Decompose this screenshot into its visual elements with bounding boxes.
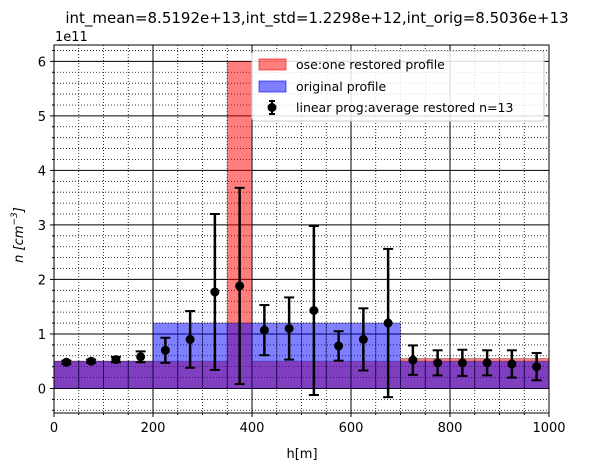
bars-original-bar bbox=[127, 360, 154, 389]
errorbar-point bbox=[235, 281, 245, 291]
errorbar-point bbox=[86, 356, 96, 366]
errorbar-point bbox=[457, 358, 467, 368]
x-tick-label: 800 bbox=[438, 421, 463, 436]
y-axis-label-suffix: ] bbox=[12, 207, 27, 213]
legend-entry-original: original profile bbox=[296, 79, 386, 94]
average-restored-errorbars bbox=[61, 186, 542, 399]
axis-tick-labels: 0 200 400 600 800 1000 0 1 2 3 4 5 6 bbox=[38, 55, 566, 436]
y-axis-label-exponent: −3 bbox=[10, 212, 20, 226]
y-axis-label: n [cm−3] bbox=[10, 207, 27, 263]
x-tick-label: 400 bbox=[240, 421, 265, 436]
legend-box bbox=[251, 50, 545, 122]
legend-entry-restored: ose:one restored profile bbox=[296, 57, 445, 72]
errorbar-point bbox=[358, 334, 368, 344]
errorbar-point bbox=[408, 355, 418, 365]
x-tick-label: 600 bbox=[339, 421, 364, 436]
errorbar-point bbox=[507, 359, 517, 369]
y-tick-label: 6 bbox=[38, 55, 46, 70]
y-tick-label: 2 bbox=[38, 273, 46, 288]
legend-swatch-errorbar bbox=[267, 100, 277, 115]
errorbar-point bbox=[160, 345, 170, 355]
y-offset-label: 1e11 bbox=[55, 30, 88, 45]
errorbar-point bbox=[334, 341, 344, 351]
x-tick-label: 0 bbox=[50, 421, 58, 436]
bars-original-bar bbox=[103, 360, 129, 389]
legend: ose:one restored profile original profil… bbox=[251, 50, 545, 122]
errorbar-point bbox=[482, 358, 492, 368]
errorbar-point bbox=[61, 357, 71, 367]
errorbar-point bbox=[532, 362, 542, 372]
y-tick-label: 1 bbox=[38, 328, 46, 343]
errorbar-point bbox=[136, 352, 146, 362]
y-axis-label-prefix: n [cm bbox=[12, 226, 27, 263]
errorbar-point bbox=[383, 318, 393, 328]
x-tick-label: 200 bbox=[141, 421, 166, 436]
errorbar-point bbox=[433, 358, 443, 368]
legend-entry-errorbar: linear prog:average restored n=13 bbox=[296, 100, 513, 115]
chart-title: int_mean=8.5192e+13,int_std=1.2298e+12,i… bbox=[65, 9, 568, 28]
legend-swatch-original bbox=[258, 80, 287, 93]
y-tick-label: 0 bbox=[38, 382, 46, 397]
errorbar-point bbox=[309, 306, 319, 316]
y-tick-label: 5 bbox=[38, 110, 46, 125]
y-tick-label: 4 bbox=[38, 164, 46, 179]
errorbar-point bbox=[259, 325, 269, 335]
y-tick-label: 3 bbox=[38, 219, 46, 234]
bars-original-bar bbox=[78, 360, 104, 389]
errorbar-point bbox=[210, 287, 220, 297]
errorbar-point bbox=[284, 323, 294, 333]
plot-frame bbox=[53, 44, 550, 414]
x-tick-label: 1000 bbox=[532, 421, 565, 436]
x-axis-label: h[m] bbox=[286, 447, 317, 462]
errorbar-point bbox=[111, 355, 121, 365]
errorbar-point bbox=[185, 334, 195, 344]
legend-swatch-restored bbox=[258, 58, 287, 71]
